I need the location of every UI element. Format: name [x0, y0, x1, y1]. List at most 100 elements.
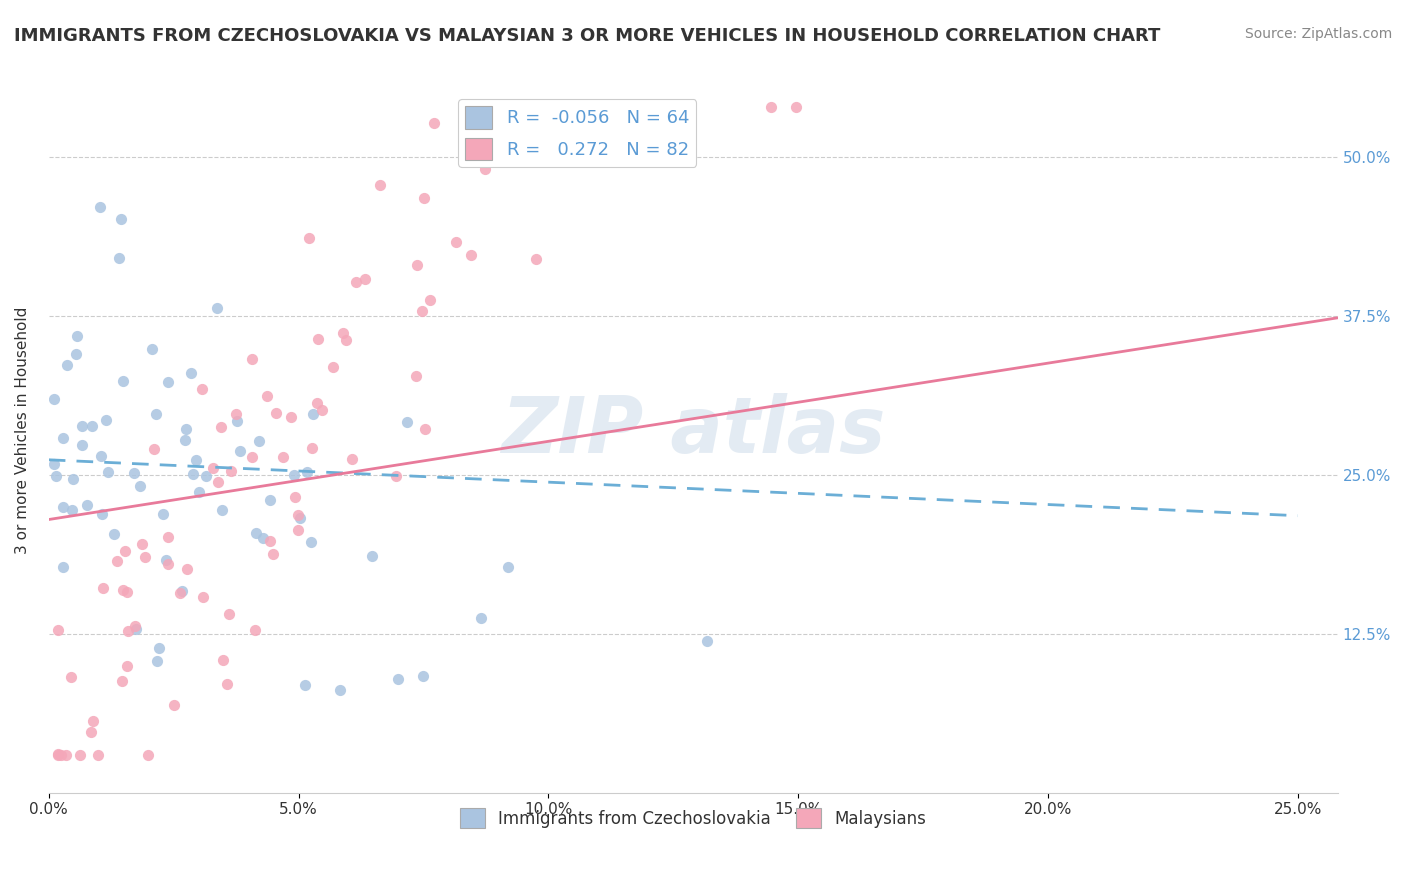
- Point: [52, 500, 75, 514]
- Point: [411, 303, 433, 318]
- Point: [46, 623, 69, 637]
- Point: [294, 678, 316, 692]
- Point: [115, 659, 138, 673]
- Point: [243, 623, 266, 637]
- Point: [322, 359, 344, 374]
- Point: [301, 442, 323, 456]
- Point: [96, 413, 118, 427]
- Point: [474, 161, 496, 176]
- Point: [340, 452, 363, 467]
- Point: [76, 498, 98, 512]
- Point: [396, 415, 419, 429]
- Point: [607, 100, 630, 114]
- Point: [287, 523, 309, 537]
- Legend: Immigrants from Czechoslovakia, Malaysians: Immigrants from Czechoslovakia, Malaysia…: [453, 801, 934, 835]
- Y-axis label: 3 or more Vehicles in Household: 3 or more Vehicles in Household: [15, 307, 30, 554]
- Point: [288, 511, 311, 525]
- Point: [368, 178, 391, 192]
- Point: [217, 677, 239, 691]
- Point: [283, 468, 305, 483]
- Point: [91, 582, 114, 596]
- Point: [181, 467, 204, 481]
- Point: [415, 422, 437, 436]
- Point: [105, 554, 128, 568]
- Point: [59, 669, 82, 683]
- Point: [460, 248, 482, 262]
- Point: [107, 251, 129, 265]
- Point: [188, 484, 211, 499]
- Point: [163, 698, 186, 712]
- Point: [225, 408, 247, 422]
- Point: [62, 472, 84, 486]
- Text: ZIP atlas: ZIP atlas: [501, 392, 886, 468]
- Point: [52, 431, 75, 445]
- Point: [42, 392, 65, 406]
- Point: [406, 258, 429, 272]
- Point: [110, 211, 132, 226]
- Point: [156, 530, 179, 544]
- Point: [444, 235, 467, 249]
- Point: [256, 389, 278, 403]
- Point: [195, 469, 218, 483]
- Point: [271, 450, 294, 464]
- Point: [201, 460, 224, 475]
- Point: [65, 347, 87, 361]
- Point: [46, 747, 69, 762]
- Point: [761, 100, 783, 114]
- Point: [87, 747, 110, 762]
- Point: [229, 444, 252, 458]
- Point: [131, 537, 153, 551]
- Point: [284, 491, 307, 505]
- Point: [60, 503, 83, 517]
- Point: [49, 747, 72, 762]
- Point: [332, 326, 354, 341]
- Point: [145, 654, 167, 668]
- Point: [225, 414, 247, 428]
- Point: [111, 674, 134, 689]
- Point: [387, 672, 409, 686]
- Point: [207, 475, 229, 489]
- Point: [329, 683, 352, 698]
- Point: [82, 714, 104, 728]
- Point: [592, 124, 614, 138]
- Point: [115, 584, 138, 599]
- Point: [564, 100, 586, 114]
- Point: [169, 585, 191, 599]
- Point: [240, 352, 263, 367]
- Point: [191, 382, 214, 396]
- Point: [262, 547, 284, 561]
- Point: [240, 450, 263, 464]
- Point: [191, 590, 214, 604]
- Point: [91, 508, 114, 522]
- Point: [259, 492, 281, 507]
- Point: [186, 453, 208, 467]
- Point: [125, 622, 148, 636]
- Point: [174, 433, 197, 447]
- Point: [299, 535, 322, 549]
- Point: [385, 468, 408, 483]
- Text: Source: ZipAtlas.com: Source: ZipAtlas.com: [1244, 27, 1392, 41]
- Point: [470, 611, 492, 625]
- Point: [155, 553, 177, 567]
- Point: [344, 275, 367, 289]
- Point: [512, 100, 534, 114]
- Point: [335, 333, 357, 347]
- Point: [124, 619, 146, 633]
- Point: [218, 607, 240, 622]
- Point: [785, 100, 807, 114]
- Point: [103, 526, 125, 541]
- Text: IMMIGRANTS FROM CZECHOSLOVAKIA VS MALAYSIAN 3 OR MORE VEHICLES IN HOUSEHOLD CORR: IMMIGRANTS FROM CZECHOSLOVAKIA VS MALAYS…: [14, 27, 1160, 45]
- Point: [80, 725, 103, 739]
- Point: [696, 633, 718, 648]
- Point: [419, 293, 441, 308]
- Point: [129, 479, 152, 493]
- Point: [141, 342, 163, 356]
- Point: [305, 396, 328, 410]
- Point: [69, 747, 91, 762]
- Point: [65, 328, 87, 343]
- Point: [423, 115, 446, 129]
- Point: [524, 252, 547, 267]
- Point: [148, 641, 170, 656]
- Point: [413, 191, 436, 205]
- Point: [247, 434, 270, 449]
